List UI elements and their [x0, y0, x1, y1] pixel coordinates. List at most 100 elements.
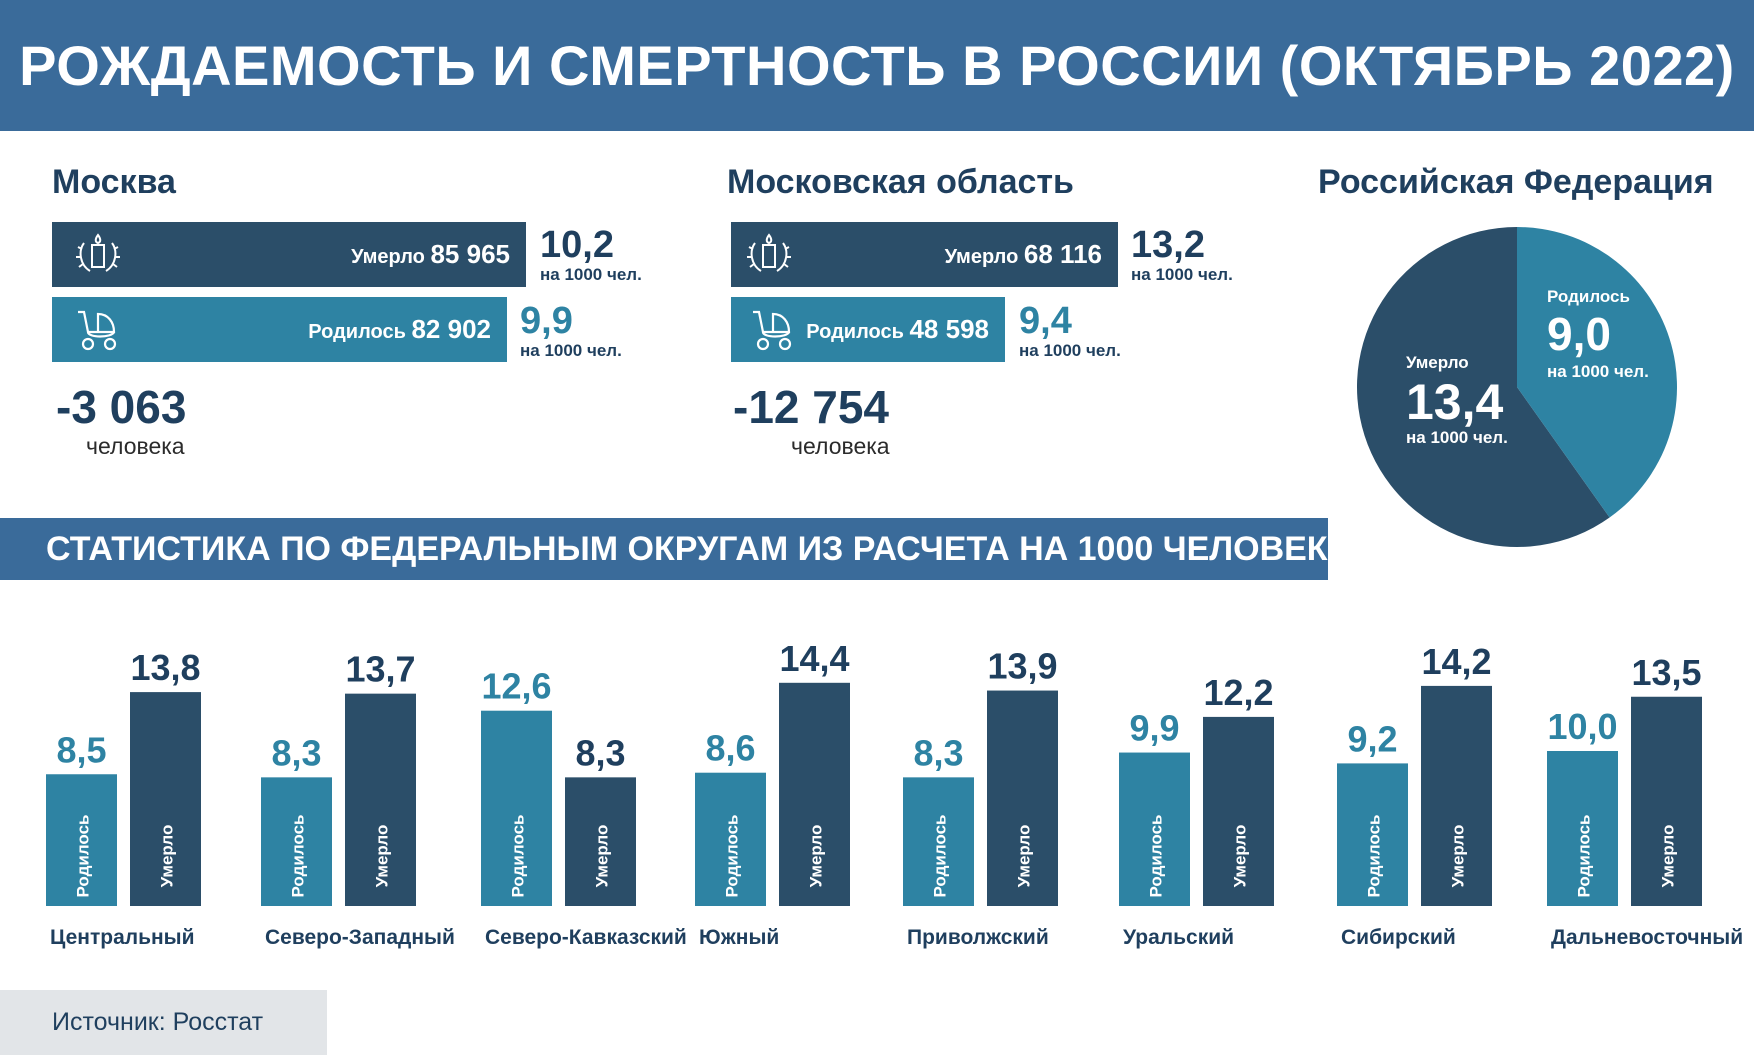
pie-slice-died: [1357, 227, 1610, 547]
category-label-1: Северо-Западный: [265, 926, 455, 949]
pie-born-rate: 9,0: [1547, 308, 1611, 360]
category-label-7: Дальневосточный: [1551, 926, 1743, 949]
oblast-died-value: 68 116: [1023, 239, 1102, 269]
moscow-born-value: 82 902: [411, 314, 491, 344]
bar-value-born-0: 8,5: [56, 729, 106, 770]
pie-slice-born: [1517, 227, 1677, 518]
bar-value-born-6: 9,2: [1347, 718, 1397, 759]
candle-wreath-icon: [747, 233, 791, 272]
bar-value-born-7: 10,0: [1547, 706, 1617, 747]
bar-died-4: [987, 690, 1058, 906]
category-label-2: Северо-Кавказский: [485, 926, 687, 949]
oblast-born-bar: Родилось 48 598: [731, 297, 1005, 362]
region-title-moscow-oblast: Московская область: [727, 163, 1074, 201]
bar-series-label-born-6: Родилось: [1365, 815, 1384, 898]
pie-died-rate: 13,4: [1406, 374, 1504, 430]
bar-value-born-5: 9,9: [1129, 708, 1179, 749]
oblast-born-rate-unit: на 1000 чел.: [1019, 341, 1121, 360]
russia-pie-chart: [1357, 227, 1677, 547]
moscow-born-bar: Родилось 82 902: [52, 297, 507, 362]
bar-series-label-died-4: Умерло: [1015, 825, 1034, 888]
bar-value-died-1: 13,7: [345, 649, 415, 690]
bar-value-died-4: 13,9: [987, 646, 1057, 687]
bar-born-6: [1337, 763, 1408, 906]
pie-died-unit: на 1000 чел.: [1406, 428, 1508, 447]
region-title-moscow: Москва: [52, 163, 176, 201]
bar-value-died-3: 14,4: [779, 638, 849, 679]
bar-died-0: [130, 692, 201, 906]
oblast-died-bar: Умерло 68 116: [731, 222, 1118, 287]
moscow-died-value: 85 965: [430, 239, 510, 269]
page-title: РОЖДАЕМОСТЬ И СМЕРТНОСТЬ В РОССИИ (ОКТЯБ…: [0, 0, 1754, 131]
category-label-3: Южный: [699, 926, 779, 949]
category-label-5: Уральский: [1123, 926, 1234, 949]
bar-born-7: [1547, 751, 1618, 906]
bar-series-label-born-4: Родилось: [931, 815, 950, 898]
bar-series-label-born-5: Родилось: [1147, 815, 1166, 898]
oblast-difference: -12 754: [733, 381, 890, 433]
moscow-born-rate: 9,9: [520, 300, 573, 342]
moscow-difference: -3 063: [56, 381, 187, 433]
bar-died-6: [1421, 685, 1492, 906]
moscow-died-rate-unit: на 1000 чел.: [540, 265, 642, 284]
bar-series-label-born-0: Родилось: [74, 815, 93, 898]
federal-districts-bar-chart: 8,5 Родилось 13,8 Умерло Центральный 8,3 Родил…: [46, 638, 1743, 949]
bar-died-5: [1203, 716, 1274, 906]
bar-series-label-died-3: Умерло: [807, 825, 826, 888]
bar-value-died-6: 14,2: [1421, 641, 1491, 682]
oblast-died-label: Умерло: [944, 246, 1019, 268]
pie-born-unit: на 1000 чел.: [1547, 362, 1649, 381]
bar-series-label-born-2: Родилось: [509, 815, 528, 898]
region-title-russia: Российская Федерация: [1318, 163, 1714, 201]
bar-value-died-5: 12,2: [1203, 672, 1273, 713]
section-title: СТАТИСТИКА ПО ФЕДЕРАЛЬНЫМ ОКРУГАМ ИЗ РАС…: [0, 518, 1328, 580]
oblast-born-rate: 9,4: [1019, 300, 1072, 342]
bar-series-label-born-1: Родилось: [289, 815, 308, 898]
bar-born-3: [695, 772, 766, 906]
bar-series-label-died-0: Умерло: [158, 825, 177, 888]
category-label-4: Приволжский: [907, 926, 1049, 949]
oblast-died-rate: 13,2: [1131, 224, 1205, 266]
moscow-born-rate-unit: на 1000 чел.: [520, 341, 622, 360]
candle-wreath-icon: [76, 233, 120, 272]
bar-value-born-2: 12,6: [481, 666, 551, 707]
bar-value-born-1: 8,3: [271, 732, 321, 773]
bar-born-2: [481, 710, 552, 906]
oblast-difference-unit: человека: [791, 433, 890, 459]
bar-series-label-died-6: Умерло: [1449, 825, 1468, 888]
bar-series-label-died-5: Умерло: [1231, 825, 1250, 888]
moscow-died-rate: 10,2: [540, 224, 614, 266]
moscow-difference-unit: человека: [86, 433, 185, 459]
oblast-born-value: 48 598: [909, 314, 989, 344]
bar-born-0: [46, 774, 117, 906]
bar-value-died-2: 8,3: [575, 732, 625, 773]
baby-stroller-icon: [78, 310, 117, 351]
moscow-born-label: Родилось: [308, 321, 406, 343]
pie-born-label: Родилось: [1547, 287, 1630, 306]
bar-series-label-born-7: Родилось: [1575, 815, 1594, 898]
oblast-died-rate-unit: на 1000 чел.: [1131, 265, 1233, 284]
category-label-6: Сибирский: [1341, 926, 1456, 949]
bar-value-born-3: 8,6: [705, 728, 755, 769]
pie-died-label: Умерло: [1406, 353, 1469, 372]
moscow-died-bar: Умерло 85 965: [52, 222, 526, 287]
bar-series-label-born-3: Родилось: [723, 815, 742, 898]
bar-value-died-7: 13,5: [1631, 652, 1701, 693]
bar-born-5: [1119, 752, 1190, 906]
category-label-0: Центральный: [50, 926, 195, 949]
bar-series-label-died-2: Умерло: [593, 825, 612, 888]
bar-series-label-died-7: Умерло: [1659, 825, 1678, 888]
bar-died-1: [345, 693, 416, 906]
bar-value-born-4: 8,3: [913, 732, 963, 773]
bar-born-1: [261, 777, 332, 906]
bar-born-4: [903, 777, 974, 906]
moscow-died-label: Умерло: [351, 246, 425, 268]
bar-series-label-died-1: Умерло: [373, 825, 392, 888]
source-note: Источник: Росстат: [0, 990, 327, 1055]
baby-stroller-icon: [753, 310, 792, 351]
bar-died-3: [779, 682, 850, 906]
oblast-born-label: Родилось: [806, 321, 904, 343]
bar-value-died-0: 13,8: [130, 647, 200, 688]
bar-died-7: [1631, 696, 1702, 906]
bar-died-2: [565, 777, 636, 906]
